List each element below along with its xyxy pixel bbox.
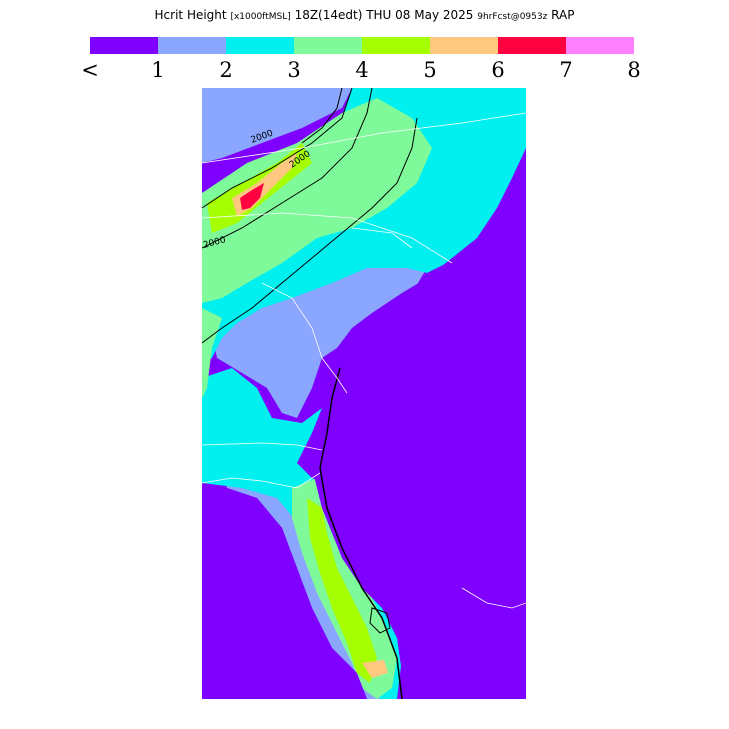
contour-line <box>202 117 418 344</box>
contour-lines <box>202 88 418 699</box>
legend-swatch <box>90 37 158 54</box>
legend-label: 8 <box>627 58 641 82</box>
state-boundaries <box>202 112 526 609</box>
legend-swatch <box>362 37 430 54</box>
boundary-line <box>202 442 323 451</box>
boundary-line <box>202 472 321 489</box>
region-light-green-piedmont <box>202 98 432 303</box>
contour-line <box>369 607 391 634</box>
region-orange-florida <box>362 660 388 678</box>
region-yellow-green-florida <box>307 498 377 683</box>
legend-label: 6 <box>491 58 505 82</box>
region-red-peak <box>240 183 264 210</box>
color-legend <box>90 37 634 54</box>
legend-label: 4 <box>355 58 369 82</box>
legend-label: 2 <box>219 58 233 82</box>
contour-line <box>319 367 403 699</box>
title-fcst: 9hrFcst@0953z <box>477 12 548 22</box>
legend-labels: <1 2 3 4 5 6 7 8 <box>0 58 729 84</box>
title-units: [x1000ftMSL] <box>230 12 291 22</box>
legend-label: < <box>81 58 99 82</box>
legend-swatch <box>158 37 226 54</box>
boundary-line <box>261 282 348 394</box>
legend-swatch <box>226 37 294 54</box>
ocean-atlantic <box>312 148 526 699</box>
title-main: Hcrit Height <box>154 8 227 22</box>
title-time: 18Z(14edt) THU 08 May 2025 <box>294 8 474 22</box>
legend-swatch <box>430 37 498 54</box>
boundary-line <box>202 212 453 264</box>
title-model: RAP <box>551 8 575 22</box>
boundary-line <box>461 587 526 609</box>
map-panel: 2000 2000 2000 <box>202 88 526 699</box>
legend-label: 3 <box>287 58 301 82</box>
contour-line <box>202 88 373 249</box>
legend-swatch <box>498 37 566 54</box>
contour-line <box>202 88 353 209</box>
legend-swatch <box>566 37 634 54</box>
region-light-green-southwest <box>202 308 222 398</box>
boundary-line <box>202 112 526 164</box>
contour-line <box>301 88 343 144</box>
boundary-line <box>351 227 413 249</box>
ocean-gulf <box>202 483 367 699</box>
legend-label: 7 <box>559 58 573 82</box>
legend-label: 5 <box>423 58 437 82</box>
map-svg: 2000 2000 2000 <box>202 88 526 699</box>
legend-swatch <box>294 37 362 54</box>
legend-label: 1 <box>151 58 165 82</box>
region-cyan-main <box>202 88 526 363</box>
chart-title: Hcrit Height [x1000ftMSL] 18Z(14edt) THU… <box>0 8 729 22</box>
region-light-blue-northwest <box>202 88 352 163</box>
